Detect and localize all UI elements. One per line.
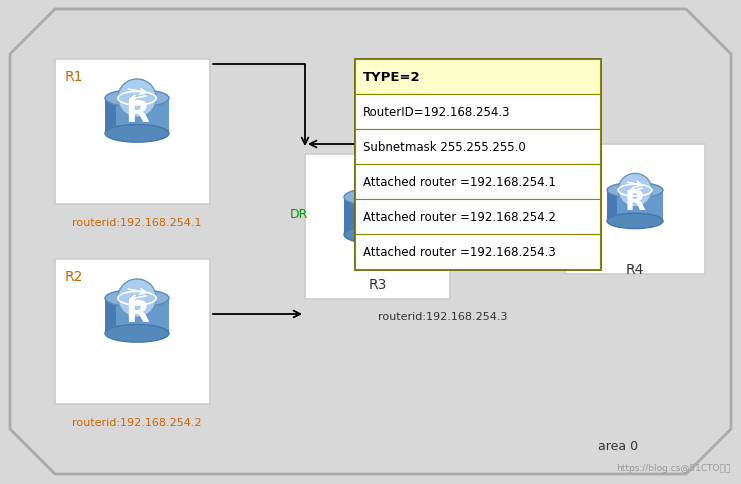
Text: R: R [125,298,149,327]
Circle shape [118,80,156,118]
Ellipse shape [344,188,412,207]
FancyBboxPatch shape [607,191,663,222]
Circle shape [358,178,399,218]
FancyBboxPatch shape [355,60,600,270]
Polygon shape [10,10,731,474]
Text: area 0: area 0 [598,439,638,453]
Circle shape [118,279,156,318]
Text: R: R [365,196,391,229]
Text: DR: DR [290,208,308,221]
FancyBboxPatch shape [105,99,169,134]
FancyBboxPatch shape [344,198,356,235]
FancyBboxPatch shape [607,191,617,222]
Ellipse shape [105,90,169,108]
Ellipse shape [344,226,412,244]
FancyBboxPatch shape [355,95,600,130]
Ellipse shape [607,214,663,229]
Ellipse shape [105,325,169,343]
Text: R: R [125,99,149,127]
Text: R1: R1 [65,70,84,84]
FancyBboxPatch shape [105,299,116,333]
Text: routerid:192.168.254.1: routerid:192.168.254.1 [73,217,202,227]
Text: Attached router =192.168.254.3: Attached router =192.168.254.3 [363,245,556,258]
Ellipse shape [105,290,169,307]
Text: R4: R4 [626,262,644,276]
Text: R: R [625,190,645,216]
FancyBboxPatch shape [565,145,705,274]
FancyBboxPatch shape [55,60,210,205]
Circle shape [618,174,652,208]
Text: routerid:192.168.254.3: routerid:192.168.254.3 [378,311,508,321]
Text: Subnetmask 255.255.255.0: Subnetmask 255.255.255.0 [363,141,526,154]
FancyBboxPatch shape [105,99,116,134]
Text: Attached router =192.168.254.1: Attached router =192.168.254.1 [363,176,556,189]
Text: R2: R2 [65,270,84,284]
FancyBboxPatch shape [105,299,169,333]
Ellipse shape [607,183,663,198]
Ellipse shape [105,125,169,143]
Text: RouterID=192.168.254.3: RouterID=192.168.254.3 [363,106,511,119]
Text: https://blog.cs@51CTO博客: https://blog.cs@51CTO博客 [616,463,730,472]
FancyBboxPatch shape [344,198,412,235]
FancyBboxPatch shape [55,259,210,404]
Text: routerid:192.168.254.2: routerid:192.168.254.2 [72,417,202,427]
FancyBboxPatch shape [355,235,600,270]
FancyBboxPatch shape [355,130,600,165]
Text: Attached router =192.168.254.2: Attached router =192.168.254.2 [363,211,556,224]
Text: R3: R3 [369,277,388,291]
FancyBboxPatch shape [305,155,450,300]
FancyBboxPatch shape [355,60,600,95]
FancyBboxPatch shape [355,199,600,235]
FancyBboxPatch shape [355,165,600,199]
Text: TYPE=2: TYPE=2 [363,71,421,84]
